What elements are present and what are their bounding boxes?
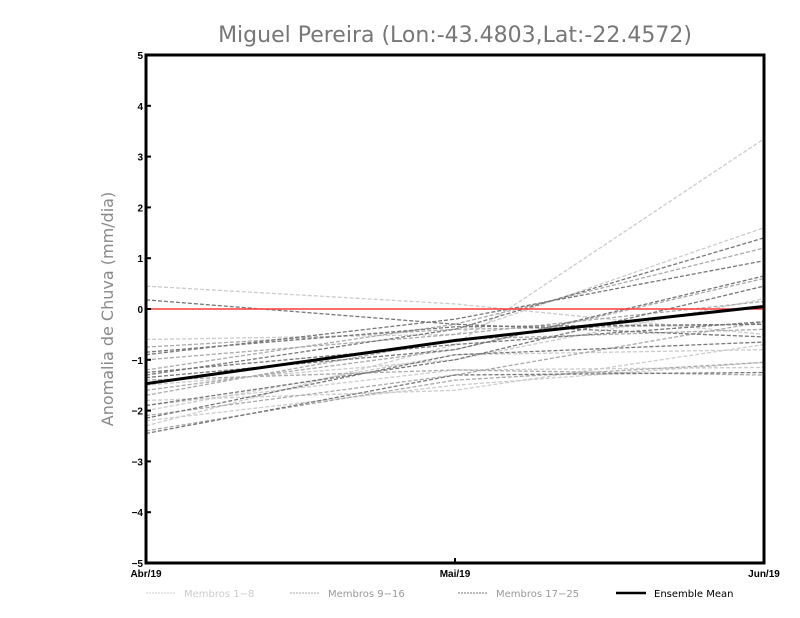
y-tick-label: 4 [137,102,143,113]
x-tick-label: Mai/19 [440,569,471,580]
member-line-1 [145,285,765,336]
legend-label: Membros 17−25 [496,589,579,600]
x-tick-label: Jun/19 [748,569,780,580]
member-line-4 [145,361,765,422]
member-line-2 [145,138,765,427]
member-line-14 [145,300,765,361]
member-line-22 [145,285,765,407]
y-tick-label: 0 [137,305,143,316]
member-line-24 [145,341,765,419]
y-tick-label: −4 [132,508,144,519]
legend-label: Membros 9−16 [328,589,405,600]
member-line-23 [145,323,765,353]
member-lines [145,138,765,435]
y-tick-label: 1 [137,254,143,265]
member-line-18 [145,260,765,356]
y-tick-label: 5 [137,51,143,62]
member-line-25 [145,321,765,374]
x-tick-label: Abr/19 [130,569,162,580]
y-tick-label: 2 [137,203,143,214]
y-axis-ticks: −5 −4 −3 −2 −1 0 1 2 3 4 5 [132,51,151,570]
y-tick-label: −1 [132,356,144,367]
member-line-20 [145,371,765,435]
ensemble-mean-line [145,304,765,386]
legend-label: Ensemble Mean [654,589,733,600]
x-axis-ticks: Abr/19 Mai/19 Jun/19 [130,558,780,580]
member-line-13 [145,321,765,417]
chart-title: Miguel Pereira (Lon:-43.4803,Lat:-22.457… [218,23,692,48]
y-tick-label: 3 [137,153,143,164]
legend: Membros 1−8 Membros 9−16 Membros 17−25 Ense… [146,589,733,600]
y-tick-label: −3 [132,457,144,468]
legend-label: Membros 1−8 [184,589,254,600]
y-axis-label: Anomalia de Chuva (mm/dia) [98,192,117,426]
member-line-17 [145,299,765,338]
y-tick-label: −2 [132,407,144,418]
y-tick-label: −5 [132,559,144,570]
member-line-5 [145,227,765,341]
member-line-19 [145,237,765,376]
